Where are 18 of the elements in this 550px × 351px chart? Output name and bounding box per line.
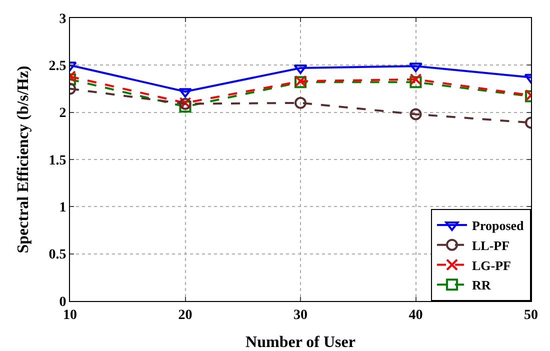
x-tick-label: 30 [294,308,308,323]
legend-label: LG-PF [472,258,512,273]
y-tick-label: 2.5 [48,59,66,74]
legend-label: RR [472,278,492,293]
y-axis-title: Spectral Efficiency (b/s/Hz) [15,66,32,254]
y-tick-label: 1.5 [48,153,66,168]
legend-label: Proposed [472,218,525,234]
x-tick-label: 40 [408,308,423,323]
y-tick-label: 2 [59,106,66,122]
x-axis-title: Number of User [246,334,356,351]
x-tick-label: 50 [524,308,538,323]
y-tick-label: 0.5 [48,248,66,263]
x-tick-label: 20 [178,308,192,323]
x-tick-label: 10 [63,308,77,323]
y-tick-label: 0 [59,294,66,310]
y-tick-label: 1 [59,200,66,216]
y-tick-label: 3 [59,12,66,27]
legend-label: LL-PF [472,238,510,253]
